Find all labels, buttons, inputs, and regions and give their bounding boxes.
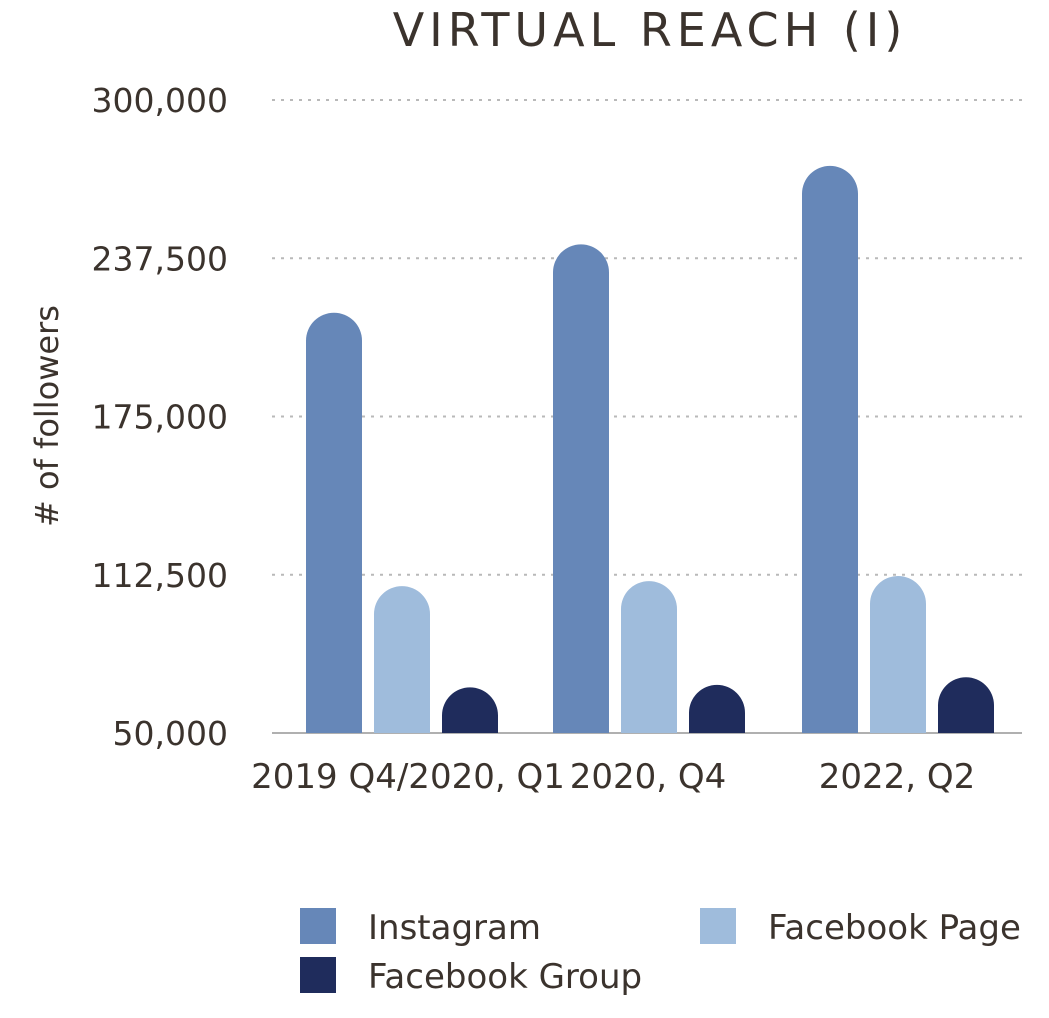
legend-label: Facebook Group: [368, 957, 642, 997]
chart-title: VIRTUAL REACH (I): [393, 3, 908, 57]
x-category-label: 2020, Q4: [570, 757, 727, 797]
bar-facebook-page: [621, 581, 677, 733]
legend-swatch: [300, 908, 336, 944]
bar-instagram: [802, 165, 858, 733]
bar-facebook-page: [870, 576, 926, 733]
y-tick-label: 175,000: [92, 398, 228, 437]
y-axis-ticks: 300,000 237,500 175,000 112,500 50,000: [92, 81, 228, 753]
bar-instagram: [553, 244, 609, 733]
bar-facebook-page: [374, 586, 430, 733]
legend-label: Instagram: [368, 908, 541, 948]
y-tick-label: 112,500: [92, 556, 228, 595]
legend-swatch: [300, 957, 336, 993]
x-axis-categories: 2019 Q4/2020, Q1 2020, Q4 2022, Q2: [251, 757, 975, 797]
bar-facebook-group: [689, 684, 745, 733]
y-tick-label: 300,000: [92, 81, 228, 120]
legend: Instagram Facebook Page Facebook Group: [300, 908, 1021, 997]
x-category-label: 2019 Q4/2020, Q1: [251, 757, 565, 797]
legend-swatch: [700, 908, 736, 944]
legend-label: Facebook Page: [768, 908, 1021, 948]
bars: [306, 165, 994, 733]
y-tick-label: 237,500: [92, 239, 228, 278]
bar-facebook-group: [938, 677, 994, 733]
bar-facebook-group: [442, 687, 498, 733]
x-category-label: 2022, Q2: [819, 757, 976, 797]
y-axis-label: # of followers: [28, 305, 66, 527]
bar-instagram: [306, 312, 362, 733]
y-tick-label: 50,000: [113, 714, 228, 753]
